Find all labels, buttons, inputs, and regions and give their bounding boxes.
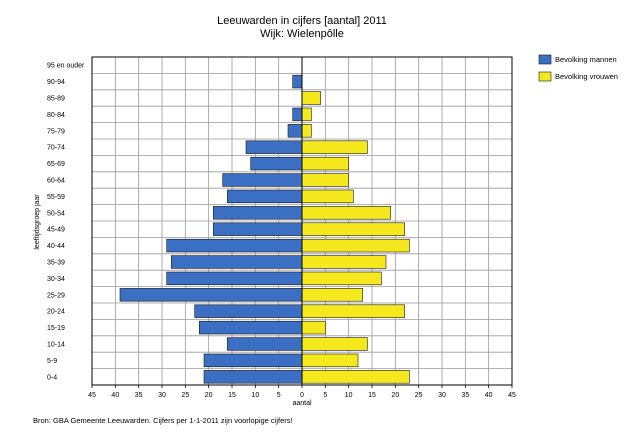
bar-vrouwen xyxy=(301,124,312,138)
y-category-label: 85-89 xyxy=(47,96,65,103)
y-category-label: 75-79 xyxy=(47,128,65,135)
bar-vrouwen xyxy=(301,288,363,302)
bar-mannen xyxy=(245,140,303,154)
x-tick-label: 30 xyxy=(158,392,166,399)
bar-mannen xyxy=(222,173,303,187)
bar-vrouwen xyxy=(301,156,349,171)
bar-mannen xyxy=(292,107,303,122)
y-category-label: 5-9 xyxy=(47,358,57,365)
x-tick-label: 20 xyxy=(205,392,213,399)
legend-swatch xyxy=(538,71,552,82)
y-category-label: 65-69 xyxy=(47,161,65,168)
bar-vrouwen xyxy=(301,173,349,187)
chart-subtitle: Wijk: Wielenpôlle xyxy=(260,28,344,40)
bar-vrouwen xyxy=(301,189,354,204)
bar-mannen xyxy=(203,370,303,384)
x-tick-label: 10 xyxy=(251,392,259,399)
bar-mannen xyxy=(287,124,303,138)
y-category-label: 60-64 xyxy=(47,178,65,185)
x-tick-label: 35 xyxy=(135,392,143,399)
y-category-label: 15-19 xyxy=(47,325,65,332)
y-category-label: 30-34 xyxy=(47,276,65,283)
x-tick-label: 25 xyxy=(415,392,423,399)
bar-vrouwen xyxy=(301,91,321,105)
x-tick-label: 35 xyxy=(461,392,469,399)
bar-mannen xyxy=(213,206,303,220)
bar-vrouwen xyxy=(301,140,368,154)
bar-mannen xyxy=(171,255,303,269)
x-tick-label: 45 xyxy=(88,392,96,399)
bar-vrouwen xyxy=(301,238,410,253)
x-tick-label: 5 xyxy=(323,392,327,399)
bar-mannen xyxy=(199,320,303,335)
x-tick-label: 25 xyxy=(181,392,189,399)
y-category-label: 35-39 xyxy=(47,260,65,267)
bar-vrouwen xyxy=(301,370,410,384)
y-category-label: 55-59 xyxy=(47,194,65,201)
y-category-label: 45-49 xyxy=(47,227,65,234)
x-tick-label: 15 xyxy=(368,392,376,399)
x-tick-label: 40 xyxy=(111,392,119,399)
x-tick-label: 45 xyxy=(508,392,516,399)
legend-swatch xyxy=(538,54,552,65)
legend: Bevolking mannen Bevolking vrouwen xyxy=(538,54,618,82)
y-category-label: 90-94 xyxy=(47,79,65,86)
bar-vrouwen xyxy=(301,304,405,318)
bar-vrouwen xyxy=(301,222,405,236)
legend-label: Bevolking mannen xyxy=(555,55,617,64)
bar-vrouwen xyxy=(301,353,359,368)
x-tick-label: 30 xyxy=(438,392,446,399)
y-category-label: 70-74 xyxy=(47,145,65,152)
x-tick-label: 0 xyxy=(300,392,304,399)
bar-mannen xyxy=(213,222,303,236)
bars xyxy=(119,74,410,384)
bar-vrouwen xyxy=(301,320,326,335)
bar-vrouwen xyxy=(301,337,368,351)
bar-mannen xyxy=(203,353,303,368)
bar-mannen xyxy=(227,337,303,351)
legend-label: Bevolking vrouwen xyxy=(555,72,618,81)
bar-mannen xyxy=(292,74,303,89)
bar-mannen xyxy=(227,189,303,204)
bar-vrouwen xyxy=(301,206,391,220)
source-note: Bron: GBA Gemeente Leeuwarden. Cijfers p… xyxy=(33,416,293,425)
x-tick-label: 15 xyxy=(228,392,236,399)
y-category-label: 0-4 xyxy=(47,374,57,381)
axes: 45 40 35 30 25 20 15 10 5 0 5 10 15 20 25 30 35 40 45 0-4 5-… xyxy=(47,56,516,399)
x-tick-label: 20 xyxy=(391,392,399,399)
bar-mannen xyxy=(166,271,303,286)
bar-vrouwen xyxy=(301,255,387,269)
y-category-label: 80-84 xyxy=(47,112,65,119)
y-category-label: 50-54 xyxy=(47,210,65,217)
x-tick-label: 10 xyxy=(345,392,353,399)
y-axis-label: leeftijdsgroep jaar xyxy=(34,194,41,250)
x-tick-label: 40 xyxy=(485,392,493,399)
bar-mannen xyxy=(194,304,303,318)
y-category-label: 20-24 xyxy=(47,309,65,316)
x-axis-label: aantal xyxy=(292,400,312,407)
bar-vrouwen xyxy=(301,271,382,286)
bar-vrouwen xyxy=(301,107,312,122)
bar-mannen xyxy=(166,238,303,253)
y-category-label: 95 en ouder xyxy=(47,63,85,70)
y-category-label: 10-14 xyxy=(47,342,65,349)
y-category-label: 25-29 xyxy=(47,292,65,299)
y-category-label: 40-44 xyxy=(47,243,65,250)
bar-mannen xyxy=(250,156,303,171)
chart-title: Leeuwarden in cijfers [aantal] 2011 xyxy=(217,15,387,27)
bar-mannen xyxy=(119,288,303,302)
x-tick-label: 5 xyxy=(277,392,281,399)
